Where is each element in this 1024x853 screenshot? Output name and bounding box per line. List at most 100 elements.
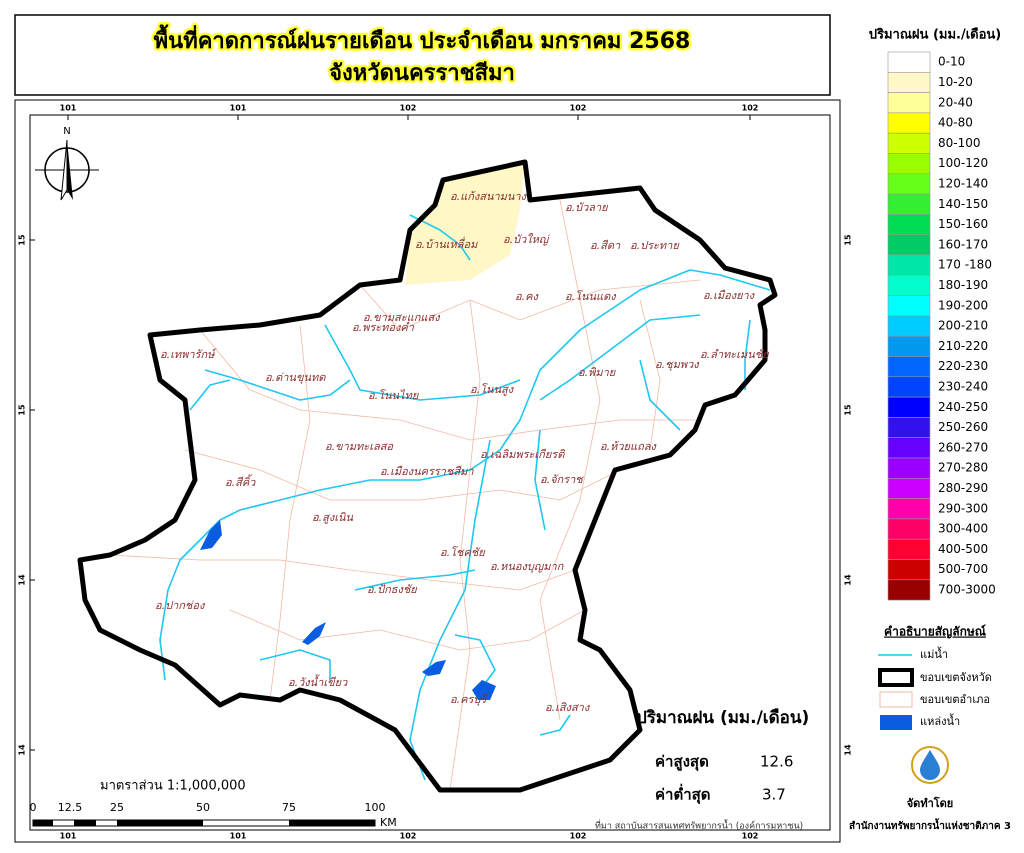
- legend-label: 230-240: [938, 379, 988, 393]
- lon-label: 102: [742, 104, 759, 113]
- scale-tick-label: 12.5: [58, 801, 83, 814]
- amphoe-boundary: [184, 449, 621, 501]
- district-label: อ.บ้านเหลื่อม: [415, 236, 478, 251]
- legend-swatch: [887, 437, 931, 459]
- stats-min-value: 3.7: [762, 786, 786, 804]
- symbol-amphoe: [879, 691, 913, 708]
- legend-label: 290-300: [938, 501, 988, 515]
- river: [454, 634, 496, 691]
- legend-label: 200-210: [938, 319, 988, 333]
- district-label: อ.บัวใหญ่: [503, 233, 550, 246]
- scale-tick-label: 25: [110, 801, 124, 814]
- river: [354, 569, 476, 591]
- legend-label: 150-160: [938, 217, 988, 231]
- district-label: อ.โชคชัย: [440, 546, 486, 559]
- logo-drop: [920, 750, 940, 780]
- scale-bar-segment: [289, 820, 375, 826]
- legend-swatch: [887, 538, 931, 560]
- river: [639, 359, 681, 431]
- district-label: อ.วังน้ำเขียว: [288, 674, 348, 689]
- scale-bar-segment: [33, 820, 53, 826]
- district-label: อ.เมืองยาง: [703, 289, 756, 302]
- district-label: อ.ขามสะแกแสง: [363, 311, 441, 324]
- legend-label: 140-150: [938, 197, 988, 211]
- district-label: อ.สูงเนิน: [312, 511, 353, 524]
- river: [409, 439, 491, 781]
- legend-label: 280-290: [938, 481, 988, 495]
- legend-label: 700-3000: [938, 582, 996, 596]
- legend-swatch: [887, 498, 931, 520]
- province-boundary: [77, 159, 778, 793]
- symbols-title: คำอธิบายสัญลักษณ์: [884, 625, 986, 639]
- district-label: อ.จักราช: [540, 473, 584, 486]
- legend-swatch: [887, 477, 931, 499]
- province-fill: [80, 162, 775, 790]
- legend-label: 180-190: [938, 278, 988, 292]
- lon-label: 101: [60, 104, 77, 113]
- legend-label: 80-100: [938, 136, 981, 150]
- district-label: อ.พิมาย: [578, 366, 617, 379]
- district-label: อ.ชุมพวง: [655, 358, 700, 371]
- legend-label: 270-280: [938, 461, 988, 475]
- lat-label: 15: [844, 404, 853, 416]
- lon-label: 101: [230, 832, 247, 841]
- stats-max-value: 12.6: [760, 753, 793, 771]
- credit-by: จัดทำโดย: [907, 796, 954, 810]
- amphoe-boundary: [199, 329, 700, 441]
- legend-swatch: [887, 153, 931, 175]
- legend-swatch: [887, 356, 931, 378]
- river: [189, 379, 231, 411]
- title-line: พื้นที่คาดการณ์ฝนรายเดือน ประจำเดือน มกร…: [154, 24, 691, 54]
- river: [324, 324, 521, 401]
- legend-label: 10-20: [938, 75, 973, 89]
- district-label: อ.โนนสูง: [470, 383, 515, 396]
- stats-max-label: ค่าสูงสุด: [655, 753, 709, 772]
- province: [77, 159, 778, 793]
- amphoe-boundary: [269, 324, 311, 701]
- district-label: อ.หนองบุญมาก: [490, 560, 565, 573]
- amphoe-boundary: [109, 554, 576, 591]
- symbol-province: [878, 668, 914, 687]
- water-body: [302, 622, 326, 645]
- scale-bar-segment: [117, 820, 203, 826]
- legend-swatch: [887, 132, 931, 154]
- legend-swatch: [887, 417, 931, 438]
- district-label: อ.สีดา: [590, 239, 621, 252]
- legend-swatch: [887, 315, 931, 337]
- district-label: อ.ขามทะเลสอ: [325, 440, 393, 453]
- district-label: อ.ปักธงชัย: [367, 583, 418, 596]
- river: [259, 649, 331, 680]
- river: [539, 714, 571, 736]
- river: [534, 429, 546, 531]
- amphoe-boundary: [229, 609, 586, 651]
- legend-label: 500-700: [938, 562, 988, 576]
- district-label: อ.ปากช่อง: [155, 599, 206, 612]
- legend-swatch: [887, 92, 931, 114]
- legend-swatch: [887, 376, 931, 398]
- scale-bar: [32, 819, 376, 827]
- symbol-water: [880, 715, 912, 730]
- legend-swatch: [887, 559, 931, 581]
- water-body: [422, 660, 446, 676]
- amphoe-boundary: [359, 279, 701, 331]
- title-line: จังหวัดนครราชสีมา: [329, 61, 515, 86]
- legend-label: 100-120: [938, 156, 988, 170]
- legend-label: 190-200: [938, 298, 988, 312]
- legend-label: 220-230: [938, 359, 988, 373]
- district-label: อ.คง: [515, 290, 539, 303]
- source: ที่มา สถาบันสารสนเทศทรัพยากรน้ำ (องค์การ…: [595, 819, 803, 832]
- district-label: อ.เสิงสาง: [545, 701, 591, 714]
- legend-swatch: [887, 457, 931, 479]
- legend-label: 300-400: [938, 522, 988, 536]
- amphoe-boundary: [539, 199, 601, 721]
- district-label: อ.ห้วยแถลง: [600, 440, 657, 453]
- title-box: [14, 14, 831, 96]
- district-label: อ.บัวลาย: [565, 201, 609, 214]
- lat-label: 15: [18, 234, 27, 246]
- district-label: อ.ประทาย: [630, 239, 680, 252]
- legend-swatch: [887, 254, 931, 276]
- scale-bar-segment: [74, 820, 96, 826]
- legend-title: ปริมาณฝน (มม./เดือน): [869, 27, 1001, 43]
